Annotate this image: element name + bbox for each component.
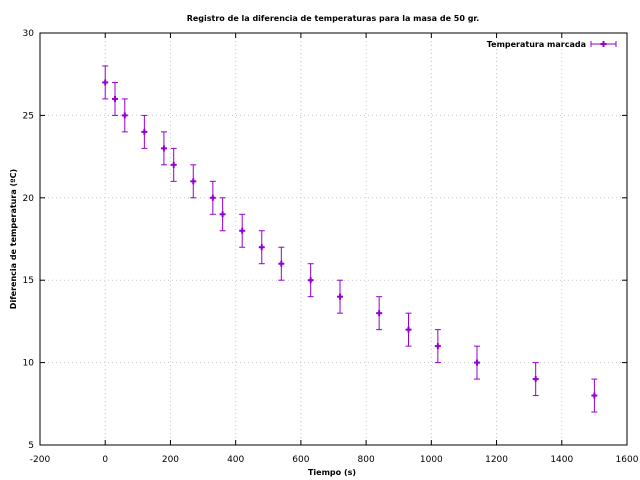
x-tick-label: -200 [30, 455, 51, 465]
x-tick-label: 600 [292, 455, 309, 465]
data-point [102, 65, 109, 100]
data-point [405, 312, 412, 347]
data-point [591, 378, 598, 413]
y-tick-label: 15 [23, 276, 34, 286]
y-tick-label: 30 [23, 29, 35, 39]
data-point [219, 197, 226, 232]
x-tick-label: 200 [162, 455, 179, 465]
x-axis-label: Tiempo (s) [308, 468, 356, 477]
data-point [141, 114, 148, 149]
y-axis-label: Diferencia de temperatura (ºC) [9, 169, 18, 309]
data-point [160, 131, 167, 166]
data-point [278, 246, 285, 281]
plot-frame [39, 32, 628, 446]
x-tick-label: 1400 [550, 455, 573, 465]
data-point [376, 296, 383, 331]
data-point [434, 329, 441, 364]
x-tick-label: 0 [102, 455, 108, 465]
x-tick-label: 1600 [616, 455, 639, 465]
grid [40, 33, 627, 445]
data-point [473, 345, 480, 380]
data-point [239, 213, 246, 248]
data-point [258, 230, 265, 265]
data-point [307, 263, 314, 298]
chart-title: Registro de la diferencia de temperatura… [187, 14, 480, 23]
data-point [112, 81, 119, 116]
x-tick-label: 1200 [485, 455, 508, 465]
data-marks [102, 65, 598, 413]
x-tick-label: 400 [227, 455, 244, 465]
data-point [337, 279, 344, 314]
x-tick-label: 1000 [420, 455, 443, 465]
data-point [209, 180, 216, 215]
ticks: -200 0 200 400 600 800 1000 1200 1400 1600 5 10 15 20… [23, 29, 639, 465]
y-tick-label: 20 [23, 194, 35, 204]
y-tick-label: 5 [28, 441, 34, 451]
data-point [532, 362, 539, 397]
legend-sample [590, 41, 617, 47]
data-point [121, 98, 128, 133]
y-tick-label: 10 [23, 359, 35, 369]
data-point [190, 164, 197, 199]
x-tick-label: 800 [358, 455, 375, 465]
y-tick-label: 25 [23, 111, 34, 121]
legend: Temperatura marcada [487, 40, 617, 49]
legend-label: Temperatura marcada [487, 40, 586, 49]
data-point [170, 147, 177, 182]
